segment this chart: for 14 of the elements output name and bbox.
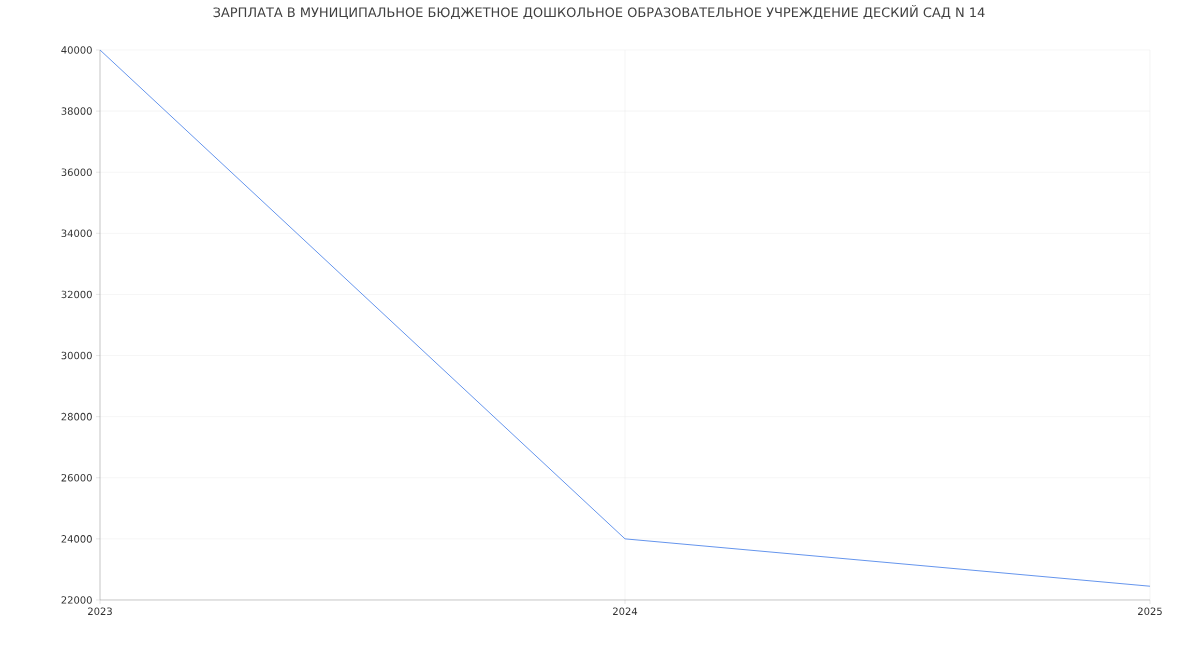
x-tick-label: 2025 xyxy=(1138,607,1162,616)
y-tick-label: 30000 xyxy=(61,351,92,360)
y-tick-label: 28000 xyxy=(61,412,92,421)
x-tick-label: 2023 xyxy=(88,607,112,616)
y-tick-label: 40000 xyxy=(61,46,92,54)
y-tick-label: 36000 xyxy=(61,168,92,176)
x-tick-label: 2024 xyxy=(613,607,638,616)
y-tick-label: 26000 xyxy=(61,473,92,482)
y-tick-label: 34000 xyxy=(61,229,92,238)
chart-title: ЗАРПЛАТА В МУНИЦИПАЛЬНОЕ БЮДЖЕТНОЕ ДОШКОЛЬНОЕ ОБРАЗОВАТЕЛЬНОЕ УЧРЕЖДЕНИЕ ДЕСКИЙ САД N 14 xyxy=(213,4,985,20)
y-tick-label: 32000 xyxy=(61,290,92,299)
y-tick-label: 22000 xyxy=(61,596,92,604)
y-tick-label: 24000 xyxy=(61,535,92,543)
y-tick-label: 38000 xyxy=(61,107,92,115)
